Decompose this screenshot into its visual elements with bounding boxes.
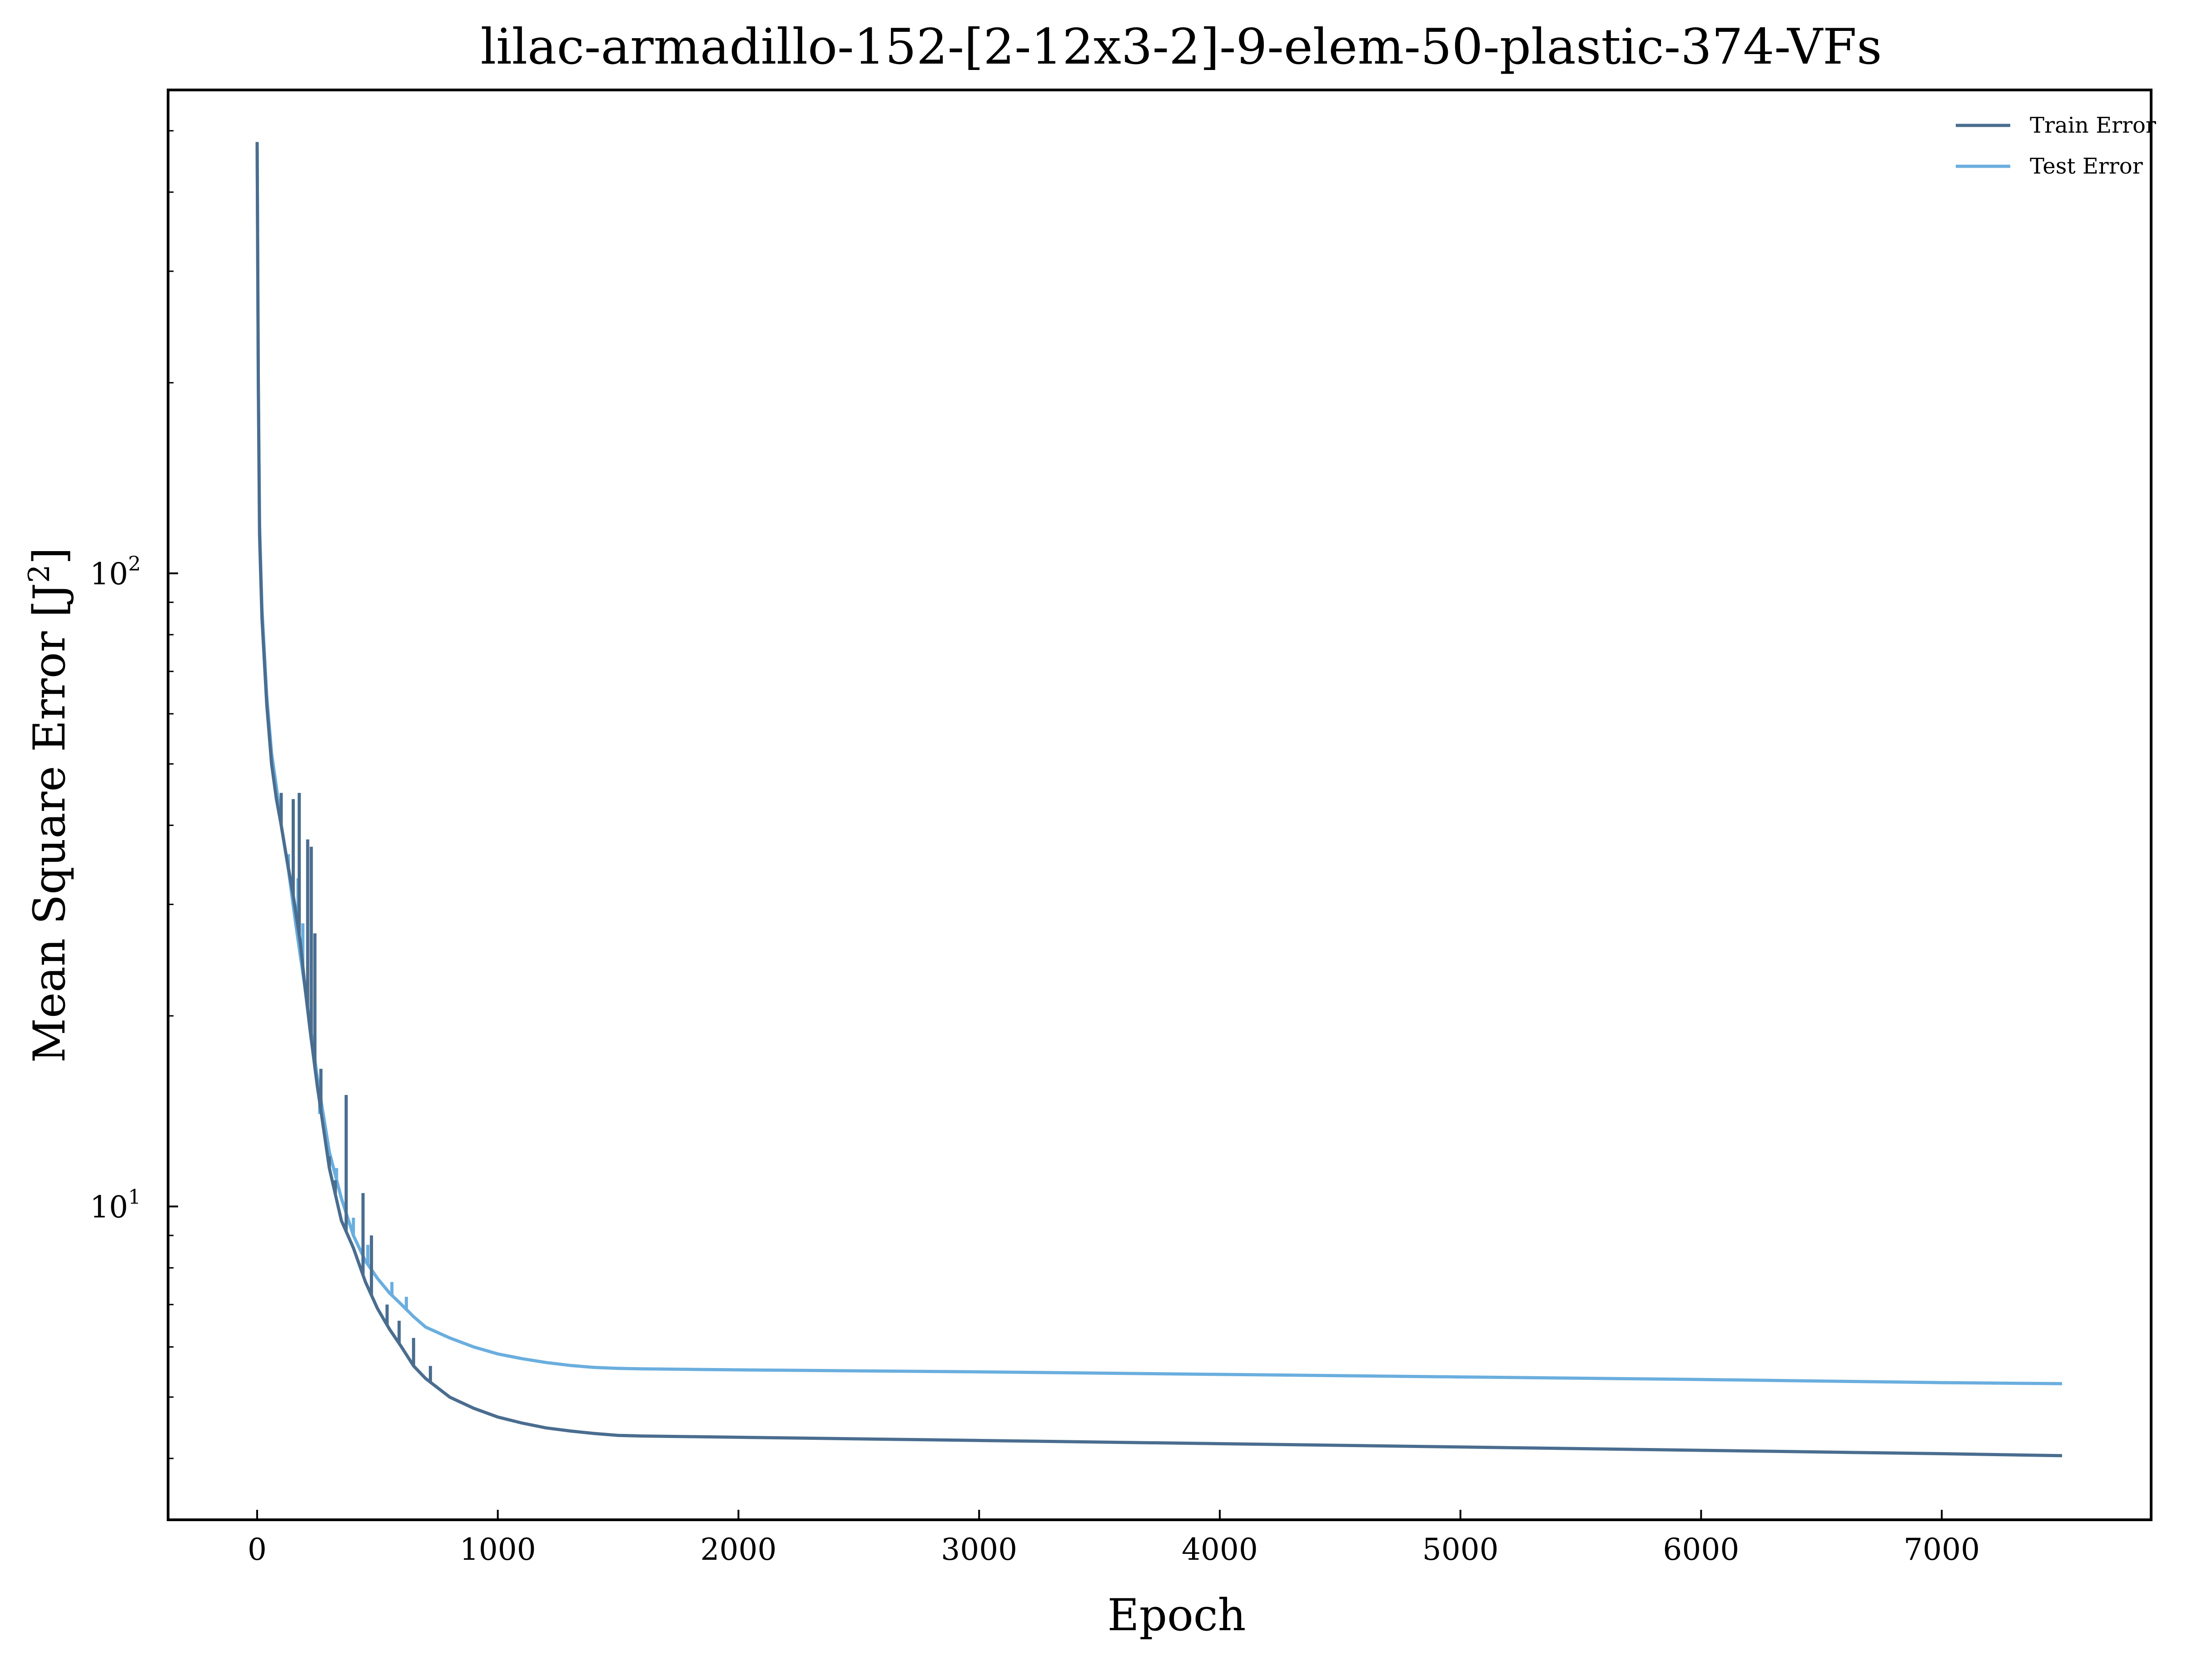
x-tick-label: 2000: [700, 1532, 776, 1567]
y-axis-label-main: Mean Square Error [J: [24, 583, 75, 1063]
x-tick-label: 1000: [460, 1532, 536, 1567]
x-tick-label: 7000: [1904, 1532, 1980, 1567]
legend-label-test: Test Error: [2030, 154, 2143, 179]
series-line-train-error: [255, 142, 2063, 1458]
x-axis-ticks: 0 1000 2000 3000 4000 5000 6000 7000: [248, 1510, 1980, 1567]
x-tick-label: 5000: [1422, 1532, 1499, 1567]
y-tick-label: 102: [90, 552, 141, 592]
plot-frame: [167, 89, 2152, 1521]
plot-lines: [255, 142, 2063, 1458]
chart-title: lilac-armadillo-152-[2-12x3-2]-9-elem-50…: [481, 19, 1882, 75]
y-tick-label: 101: [90, 1185, 141, 1224]
x-tick-label: 4000: [1182, 1532, 1258, 1567]
x-axis-label: Epoch: [1108, 1590, 1246, 1641]
y-axis-label: Mean Square Error [J2]: [23, 547, 75, 1063]
x-tick-label: 0: [248, 1532, 267, 1567]
x-tick-label: 6000: [1663, 1532, 1739, 1567]
legend: Train Error Test Error: [1956, 113, 2156, 179]
y-axis-ticks: 101 102: [90, 130, 178, 1459]
legend-label-train: Train Error: [2030, 113, 2156, 138]
y-axis-label-superscript: 2: [23, 564, 56, 583]
x-tick-label: 3000: [941, 1532, 1017, 1567]
y-axis-label-suffix: ]: [24, 547, 75, 564]
